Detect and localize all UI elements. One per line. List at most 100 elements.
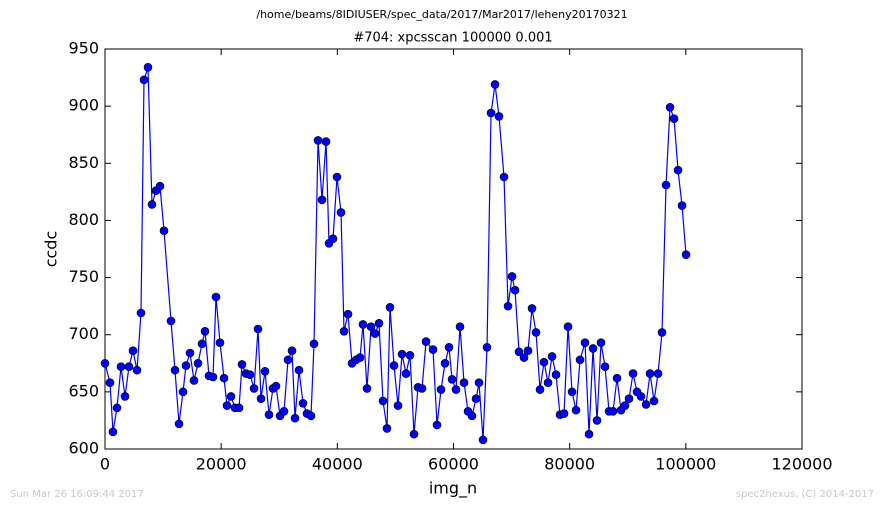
x-tick-label: 100000	[655, 455, 716, 474]
data-point	[155, 181, 165, 191]
data-point	[143, 62, 153, 72]
data-point	[139, 75, 149, 85]
data-point	[178, 387, 188, 397]
data-point	[181, 361, 191, 370]
data-point	[124, 362, 134, 372]
data-point	[440, 358, 450, 368]
data-point	[100, 358, 110, 368]
data-point	[385, 302, 395, 312]
data-point	[389, 361, 399, 370]
data-point	[189, 376, 199, 385]
data-point	[208, 372, 218, 382]
data-point	[405, 350, 415, 360]
data-point	[264, 410, 274, 420]
data-point	[313, 136, 323, 145]
data-point	[132, 365, 142, 375]
data-point	[298, 398, 308, 408]
data-point	[147, 200, 157, 209]
x-tick-label: 20000	[196, 455, 247, 474]
footer-left: Sun Mar 26 16:09:44 2017	[10, 489, 144, 500]
data-point	[539, 357, 549, 367]
data-point	[287, 346, 297, 356]
chart-subtitle: #704: xpcsscan 100000 0.001	[353, 31, 552, 46]
data-point	[653, 369, 663, 378]
data-point	[459, 378, 469, 388]
x-tick-label: 40000	[312, 455, 363, 474]
data-point	[649, 396, 659, 406]
data-point	[200, 326, 210, 336]
data-point	[355, 353, 365, 362]
data-point	[543, 378, 553, 388]
y-tick-label: 650	[68, 381, 99, 400]
data-point	[279, 406, 289, 416]
data-point	[471, 394, 481, 404]
data-point	[677, 201, 687, 210]
data-point	[397, 349, 407, 359]
data-point	[596, 338, 606, 348]
data-point	[451, 385, 461, 394]
data-point	[641, 400, 651, 409]
data-point	[657, 328, 667, 337]
x-tick-label: 60000	[428, 455, 479, 474]
data-point	[170, 365, 180, 375]
data-point	[608, 406, 618, 416]
data-point	[681, 250, 691, 260]
data-point	[309, 339, 319, 349]
chart-title: /home/beams/8IDIUSER/spec_data/2017/Mar2…	[256, 8, 627, 21]
data-point	[336, 208, 346, 217]
x-tick-label: 120000	[771, 455, 832, 474]
data-point	[620, 401, 630, 410]
data-point	[624, 394, 634, 404]
data-point	[514, 347, 524, 357]
data-point	[116, 362, 126, 372]
data-point	[256, 394, 266, 404]
data-point	[575, 355, 585, 365]
data-point	[432, 420, 442, 430]
data-point	[317, 195, 327, 205]
data-point	[253, 324, 263, 334]
data-point	[112, 403, 122, 413]
y-tick-label: 950	[68, 39, 99, 58]
data-line	[104, 67, 687, 440]
data-point	[294, 365, 304, 375]
data-point	[645, 369, 655, 378]
data-point	[421, 337, 431, 346]
data-point	[339, 326, 349, 336]
data-point	[409, 429, 419, 439]
data-point	[455, 322, 465, 332]
y-tick-label: 750	[68, 267, 99, 286]
data-point	[219, 373, 229, 383]
data-point	[128, 346, 138, 356]
data-point	[108, 427, 118, 437]
data-point	[571, 405, 581, 415]
data-point	[563, 322, 573, 332]
data-point	[507, 272, 517, 281]
data-point	[321, 137, 331, 146]
data-point	[584, 429, 594, 439]
x-tick-label: 80000	[544, 455, 595, 474]
data-point	[174, 419, 184, 429]
data-point	[237, 360, 247, 369]
data-point	[362, 384, 372, 393]
data-point	[580, 338, 590, 348]
data-point	[531, 328, 541, 337]
data-point	[628, 369, 638, 378]
data-point	[159, 226, 169, 236]
data-point	[510, 285, 520, 295]
data-point	[136, 308, 146, 318]
data-point	[447, 374, 457, 384]
data-point	[673, 165, 683, 175]
data-point	[370, 329, 380, 338]
y-tick-label: 850	[68, 153, 99, 172]
data-point	[636, 392, 646, 401]
data-point	[283, 355, 293, 365]
y-tick-label: 700	[68, 324, 99, 343]
data-point	[332, 172, 342, 182]
data-point	[249, 384, 259, 393]
data-point	[378, 396, 388, 406]
data-point	[290, 413, 300, 423]
data-point	[226, 392, 236, 401]
data-point	[343, 309, 353, 319]
data-point	[211, 292, 221, 302]
footer-right: spec2nexus, (C) 2014-2017	[736, 489, 874, 500]
